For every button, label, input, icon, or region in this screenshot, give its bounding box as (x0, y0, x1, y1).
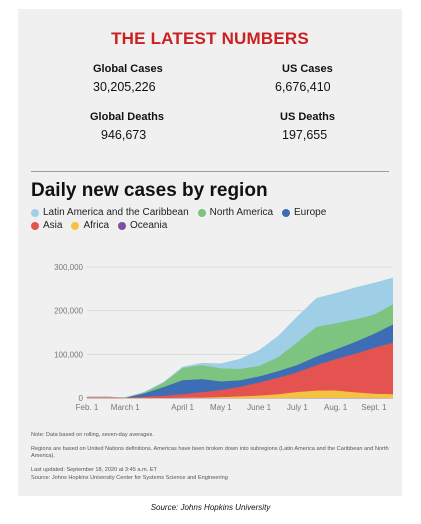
legend-swatch-north-america (197, 208, 206, 217)
legend-item-europe: Europe (282, 207, 326, 218)
global-cases-label: Global Cases (93, 63, 163, 75)
us-cases-value: 6,676,410 (275, 80, 331, 94)
area-latin-america-and-the-caribbean (87, 277, 393, 398)
y-tick-label: 200,000 (54, 307, 83, 316)
note-source: Source: Johns Hopkins University Center … (31, 475, 228, 481)
top-divider (31, 171, 389, 172)
x-tick-label: April 1 (171, 403, 194, 412)
stacked-area-chart: 0 100,000 200,000 300,000 Feb. 1 March 1 April… (54, 263, 393, 412)
legend-label: Africa (83, 220, 110, 231)
y-tick-label: 300,000 (54, 263, 83, 272)
legend-item-oceania: Oceania (118, 220, 167, 231)
infographic-card: THE LATEST NUMBERS Global Cases 30,205,2… (18, 9, 402, 496)
x-tick-label: July 1 (287, 403, 308, 412)
us-cases-label: US Cases (282, 63, 333, 75)
global-deaths-value: 946,673 (101, 128, 147, 142)
legend-swatch-latin-america (31, 208, 39, 217)
x-tick-label: March 1 (111, 403, 140, 412)
legend-row-1: Latin America and the Caribbean North Am… (31, 207, 335, 218)
x-tick-label: June 1 (247, 403, 272, 412)
legend-swatch-africa (71, 221, 80, 230)
legend-item-north-america: North America (197, 207, 274, 218)
us-deaths-value: 197,655 (282, 128, 328, 142)
legend-swatch-europe (282, 208, 291, 217)
legend-item-latin-america: Latin America and the Caribbean (31, 207, 189, 218)
global-cases-value: 30,205,226 (93, 80, 156, 94)
x-tick-label: Aug. 1 (324, 403, 348, 412)
x-tick-label: Feb. 1 (76, 403, 99, 412)
x-tick-label: May 1 (210, 403, 232, 412)
legend-item-asia: Asia (31, 220, 62, 231)
legend-item-africa: Africa (71, 220, 109, 231)
legend-label: Latin America and the Caribbean (43, 207, 189, 218)
note-rolling-average: Note: Data based on rolling, seven-day a… (31, 432, 154, 438)
note-regions: Regions are based on United Nations defi… (31, 446, 389, 459)
y-tick-label: 0 (79, 394, 84, 403)
legend-label: Europe (294, 207, 327, 218)
y-tick-label: 100,000 (54, 350, 83, 359)
global-deaths-label: Global Deaths (90, 111, 164, 123)
note-last-updated: Last updated: September 18, 2020 at 3:45… (31, 467, 157, 473)
x-tick-label: Sept. 1 (361, 403, 387, 412)
legend-swatch-asia (31, 221, 39, 230)
us-deaths-label: US Deaths (280, 111, 336, 123)
legend-row-2: Asia Africa Oceania (31, 220, 176, 231)
source-caption: Source: Johns Hopkins University (150, 503, 271, 512)
legend-swatch-oceania (118, 221, 127, 230)
legend-label: Oceania (130, 220, 168, 231)
legend-label: North America (209, 207, 274, 218)
headline: THE LATEST NUMBERS (111, 29, 309, 48)
chart-title: Daily new cases by region (31, 180, 268, 201)
legend-label: Asia (43, 220, 63, 231)
